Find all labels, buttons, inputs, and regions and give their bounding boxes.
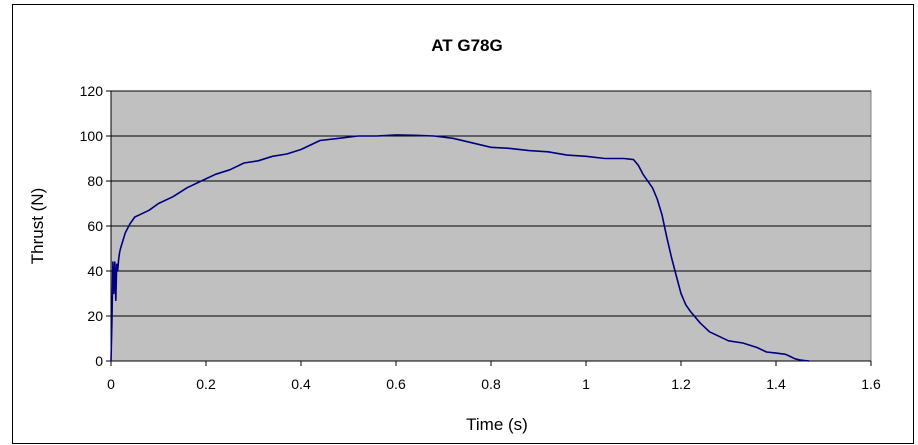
y-axis-ticks: 0 20 40 60 80 100 120 xyxy=(80,83,111,369)
x-tick-label-1.6: 1.6 xyxy=(861,376,881,392)
x-tick-label-0.4: 0.4 xyxy=(291,376,311,392)
y-tick-label-60: 60 xyxy=(87,218,103,234)
x-tick-label-0.8: 0.8 xyxy=(481,376,501,392)
chart-frame: AT G78G 0 0.2 0.4 0.6 0.8 1 1.2 1.4 1.6 0 20 40 60 8… xyxy=(12,4,914,444)
x-tick-label-0.6: 0.6 xyxy=(386,376,406,392)
chart: AT G78G 0 0.2 0.4 0.6 0.8 1 1.2 1.4 1.6 0 20 40 60 8… xyxy=(28,36,881,434)
x-axis-label: Time (s) xyxy=(466,415,528,434)
x-tick-label-1.2: 1.2 xyxy=(671,376,691,392)
y-tick-label-0: 0 xyxy=(95,353,103,369)
series-group xyxy=(110,134,810,362)
y-tick-label-40: 40 xyxy=(87,263,103,279)
gridlines xyxy=(111,90,871,317)
y-tick-label-80: 80 xyxy=(87,173,103,189)
x-tick-label-1.4: 1.4 xyxy=(766,376,786,392)
x-tick-label-0: 0 xyxy=(107,376,115,392)
chart-title: AT G78G xyxy=(431,36,502,55)
x-tick-label-0.2: 0.2 xyxy=(196,376,216,392)
y-tick-label-120: 120 xyxy=(80,83,104,99)
series-line-0 xyxy=(110,134,810,362)
y-axis-label: Thrust (N) xyxy=(28,188,47,265)
x-axis-ticks: 0 0.2 0.4 0.6 0.8 1 1.2 1.4 1.6 xyxy=(107,361,881,392)
y-tick-label-20: 20 xyxy=(87,308,103,324)
y-tick-label-100: 100 xyxy=(80,128,104,144)
x-tick-label-1: 1 xyxy=(582,376,590,392)
